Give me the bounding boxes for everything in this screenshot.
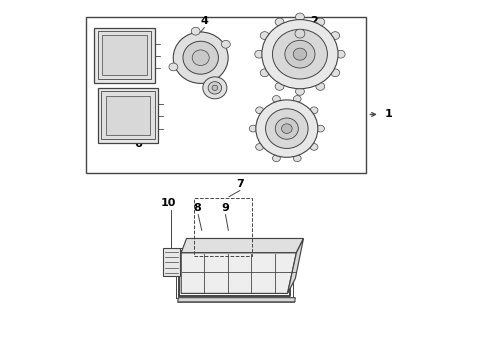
Ellipse shape	[208, 82, 221, 94]
Ellipse shape	[310, 107, 318, 114]
Ellipse shape	[249, 125, 257, 132]
Ellipse shape	[275, 82, 284, 90]
Ellipse shape	[285, 40, 315, 68]
Bar	[101, 91, 155, 139]
Ellipse shape	[317, 125, 324, 132]
Ellipse shape	[221, 40, 230, 48]
Ellipse shape	[260, 69, 269, 77]
Ellipse shape	[275, 118, 298, 139]
Ellipse shape	[173, 32, 228, 84]
Ellipse shape	[331, 69, 340, 77]
Bar	[98, 31, 151, 79]
Ellipse shape	[256, 107, 264, 114]
Ellipse shape	[212, 85, 218, 90]
Ellipse shape	[169, 63, 178, 71]
Ellipse shape	[260, 32, 269, 40]
Ellipse shape	[295, 87, 304, 95]
Ellipse shape	[282, 124, 292, 134]
Bar	[98, 88, 158, 143]
Ellipse shape	[256, 144, 264, 150]
Ellipse shape	[192, 50, 209, 66]
Text: 6: 6	[134, 139, 142, 149]
Text: 10: 10	[161, 198, 176, 208]
Bar	[95, 28, 155, 82]
Ellipse shape	[316, 18, 325, 26]
Ellipse shape	[275, 18, 284, 26]
Bar	[106, 96, 150, 135]
Ellipse shape	[294, 155, 301, 162]
Text: 5: 5	[212, 57, 220, 67]
Text: 7: 7	[236, 179, 244, 189]
Ellipse shape	[206, 79, 215, 87]
Bar	[85, 17, 366, 173]
Ellipse shape	[272, 95, 280, 102]
Polygon shape	[178, 298, 295, 302]
Ellipse shape	[272, 155, 280, 162]
Text: 2: 2	[310, 16, 318, 26]
Ellipse shape	[203, 77, 227, 99]
Text: 8: 8	[193, 203, 201, 213]
Text: 3: 3	[291, 146, 298, 156]
Ellipse shape	[183, 41, 219, 74]
Ellipse shape	[191, 27, 200, 35]
Ellipse shape	[295, 29, 305, 38]
Polygon shape	[288, 238, 303, 293]
Polygon shape	[181, 253, 296, 293]
Text: 4: 4	[200, 16, 208, 26]
Text: 9: 9	[221, 203, 229, 213]
Ellipse shape	[256, 100, 318, 157]
Bar	[194, 198, 252, 256]
Ellipse shape	[295, 13, 304, 21]
Bar	[102, 35, 147, 75]
Bar	[163, 248, 180, 276]
Ellipse shape	[336, 50, 345, 58]
Ellipse shape	[255, 50, 264, 58]
Ellipse shape	[294, 95, 301, 102]
Text: 1: 1	[385, 109, 393, 120]
Ellipse shape	[316, 82, 325, 90]
Ellipse shape	[272, 30, 327, 79]
Ellipse shape	[262, 19, 338, 89]
Ellipse shape	[293, 48, 307, 60]
Ellipse shape	[310, 144, 318, 150]
Ellipse shape	[266, 109, 308, 148]
Ellipse shape	[331, 32, 340, 40]
Polygon shape	[181, 238, 303, 253]
